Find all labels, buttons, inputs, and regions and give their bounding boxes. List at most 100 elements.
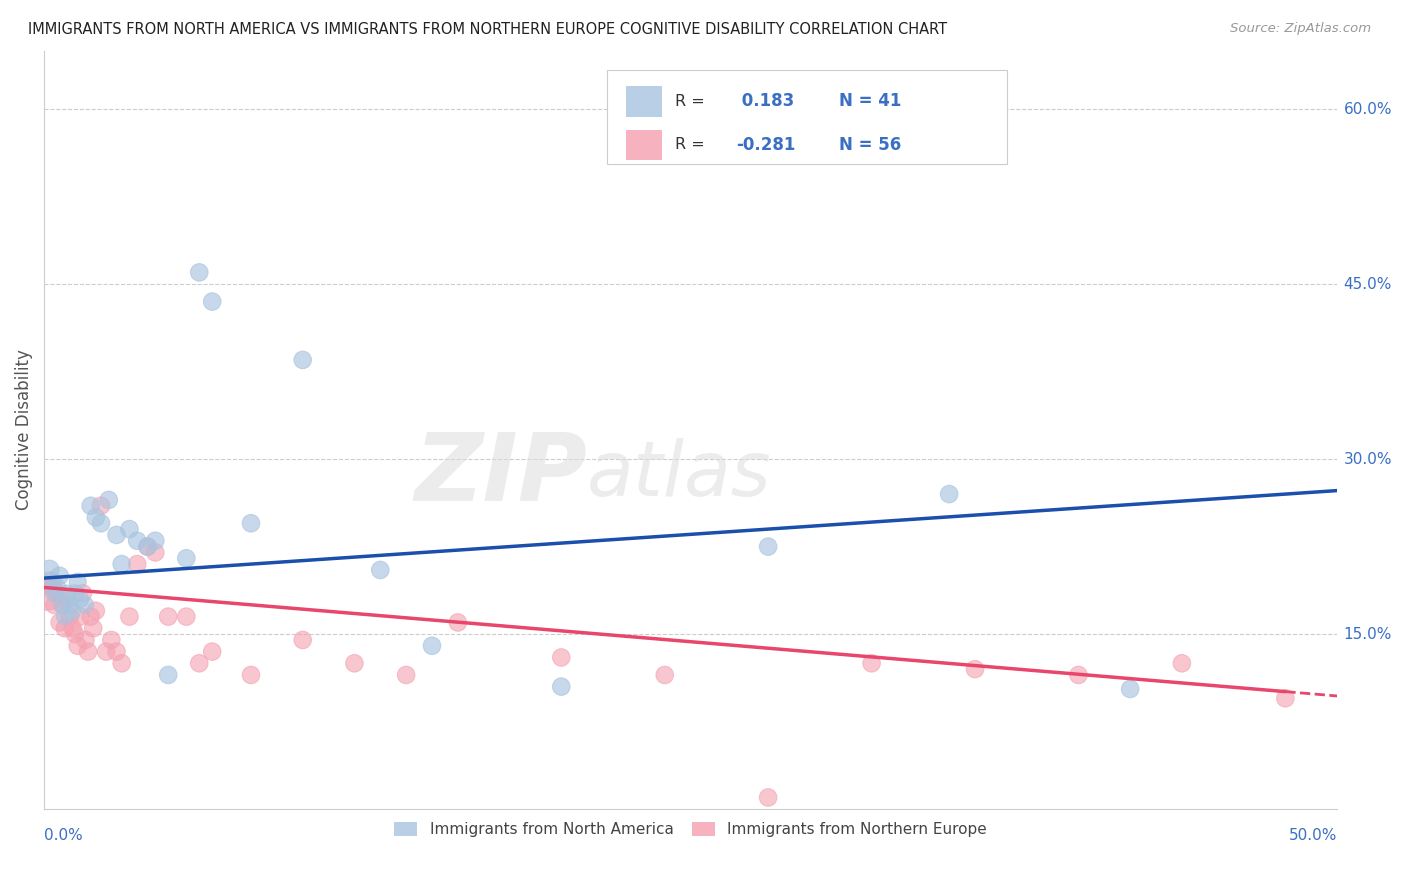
Point — [550, 650, 572, 665]
Point — [63, 627, 86, 641]
Text: 50.0%: 50.0% — [1289, 828, 1337, 843]
Point — [46, 586, 69, 600]
Point — [111, 557, 134, 571]
Point — [90, 499, 112, 513]
Point — [157, 609, 180, 624]
Point — [105, 645, 128, 659]
Point — [72, 586, 94, 600]
Point — [447, 615, 470, 630]
Text: -0.281: -0.281 — [735, 136, 796, 154]
Point — [756, 790, 779, 805]
Point — [201, 294, 224, 309]
Point — [136, 540, 159, 554]
Point — [143, 533, 166, 548]
FancyBboxPatch shape — [606, 70, 1007, 164]
Text: 0.0%: 0.0% — [44, 828, 83, 843]
Point — [35, 586, 58, 600]
Point — [860, 657, 883, 671]
Point — [550, 680, 572, 694]
Point — [41, 574, 63, 589]
Point — [44, 598, 66, 612]
Point — [105, 528, 128, 542]
Point — [53, 609, 76, 624]
Point — [38, 574, 60, 589]
Point — [63, 586, 86, 600]
Point — [59, 598, 82, 612]
Point — [938, 487, 960, 501]
Point — [188, 657, 211, 671]
Point — [240, 668, 263, 682]
Point — [46, 581, 69, 595]
Point — [75, 632, 97, 647]
Point — [77, 645, 100, 659]
Point — [395, 668, 418, 682]
Point — [90, 516, 112, 531]
Point — [127, 533, 149, 548]
Text: 30.0%: 30.0% — [1344, 451, 1392, 467]
Point — [75, 598, 97, 612]
Text: N = 56: N = 56 — [839, 136, 901, 154]
Point — [343, 657, 366, 671]
Point — [1274, 691, 1296, 706]
Point — [127, 557, 149, 571]
Point — [176, 551, 198, 566]
Bar — [626, 87, 662, 117]
Point — [1067, 668, 1090, 682]
Point — [48, 615, 70, 630]
Point — [963, 662, 986, 676]
Point — [38, 563, 60, 577]
Point — [291, 632, 314, 647]
Point — [56, 592, 79, 607]
Point — [176, 609, 198, 624]
Point — [111, 657, 134, 671]
Text: atlas: atlas — [588, 439, 772, 512]
Point — [84, 510, 107, 524]
Point — [44, 586, 66, 600]
Point — [62, 621, 84, 635]
Point — [240, 516, 263, 531]
Text: 60.0%: 60.0% — [1344, 102, 1392, 117]
Legend: Immigrants from North America, Immigrants from Northern Europe: Immigrants from North America, Immigrant… — [388, 816, 993, 843]
Point — [69, 592, 91, 607]
Y-axis label: Cognitive Disability: Cognitive Disability — [15, 350, 32, 510]
Point — [1119, 681, 1142, 696]
Point — [291, 352, 314, 367]
Point — [118, 609, 141, 624]
Text: 45.0%: 45.0% — [1344, 277, 1392, 292]
Point — [654, 668, 676, 682]
Text: R =: R = — [675, 137, 710, 153]
Text: IMMIGRANTS FROM NORTH AMERICA VS IMMIGRANTS FROM NORTHERN EUROPE COGNITIVE DISAB: IMMIGRANTS FROM NORTH AMERICA VS IMMIGRA… — [28, 22, 948, 37]
Point — [84, 604, 107, 618]
Point — [143, 545, 166, 559]
Text: Source: ZipAtlas.com: Source: ZipAtlas.com — [1230, 22, 1371, 36]
Text: 15.0%: 15.0% — [1344, 626, 1392, 641]
Point — [188, 265, 211, 279]
Point — [97, 492, 120, 507]
Text: N = 41: N = 41 — [839, 93, 901, 111]
Point — [79, 499, 101, 513]
Point — [82, 621, 104, 635]
Point — [69, 609, 91, 624]
Point — [56, 586, 79, 600]
Point — [756, 540, 779, 554]
Point — [368, 563, 391, 577]
Point — [201, 645, 224, 659]
Point — [79, 609, 101, 624]
Point — [51, 598, 73, 612]
Point — [100, 632, 122, 647]
Point — [62, 604, 84, 618]
Point — [59, 609, 82, 624]
Text: R =: R = — [675, 94, 710, 109]
Point — [420, 639, 443, 653]
Text: 0.183: 0.183 — [735, 93, 794, 111]
Text: ZIP: ZIP — [415, 429, 588, 522]
Point — [96, 645, 118, 659]
Point — [1171, 657, 1194, 671]
Point — [51, 598, 73, 612]
Point — [136, 540, 159, 554]
Point — [41, 581, 63, 595]
Point — [48, 568, 70, 582]
Bar — [626, 130, 662, 161]
Point — [66, 639, 89, 653]
Point — [157, 668, 180, 682]
